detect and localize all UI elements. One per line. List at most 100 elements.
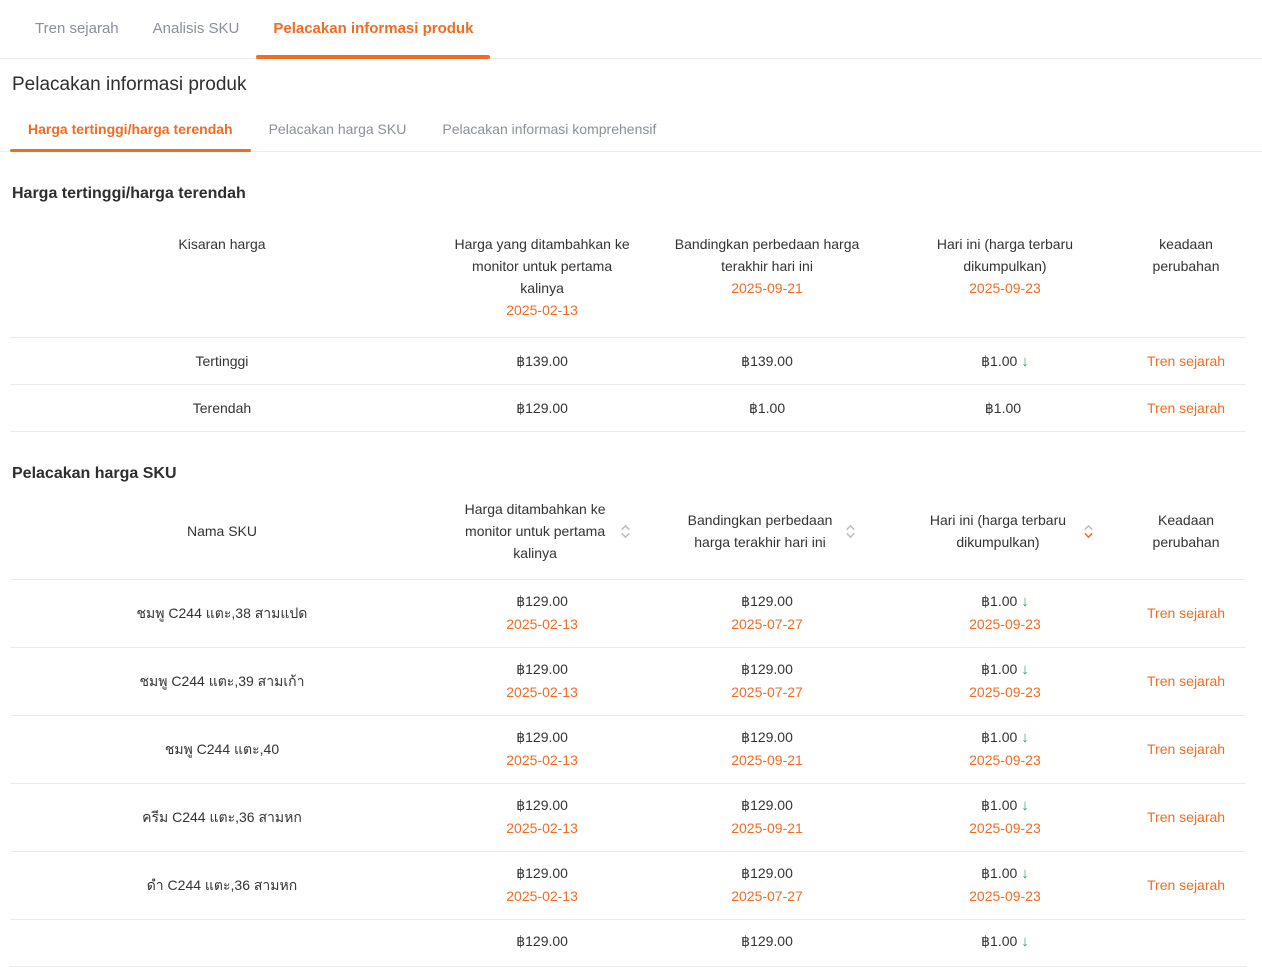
sku-table-row: ชมพู C244 แตะ,40 ฿129.00 2025-02-13 ฿129… <box>10 715 1246 784</box>
compare-price-cell: ฿129.00 2025-07-27 <box>650 647 884 716</box>
table-row-tertinggi: Tertinggi ฿139.00 ฿139.00 ฿1.00 ↓ Tren se… <box>10 337 1246 385</box>
first-price-cell: ฿129.00 2025-02-13 <box>433 783 651 852</box>
col-harga-pertama: Harga yang ditambahkan ke monitor untuk … <box>433 203 651 338</box>
compare-price: ฿129.00 <box>741 865 793 881</box>
tren-sejarah-link[interactable]: Tren sejarah <box>1147 672 1226 689</box>
tren-sejarah-link[interactable]: Tren sejarah <box>1147 353 1226 369</box>
col-bandingkan-perbedaan: Bandingkan perbedaan harga terakhir hari… <box>650 203 884 338</box>
price-down-icon: ↓ <box>1021 593 1029 610</box>
subtab-pelacakan-harga-sku[interactable]: Pelacakan harga SKU <box>268 121 407 137</box>
sku-header-row: Nama SKU Harga ditambahkan ke monitor un… <box>10 483 1246 580</box>
today-price: ฿1.00 <box>981 865 1018 881</box>
sku-name: ดำ C244 แตะ,36 สามหก <box>10 851 434 920</box>
first-date: 2025-02-13 <box>506 616 578 632</box>
sku-price-table: Nama SKU Harga ditambahkan ke monitor un… <box>10 483 1246 967</box>
tren-sejarah-link[interactable]: Tren sejarah <box>1147 808 1226 825</box>
top-tab-bar: Tren sejarah Analisis SKU Pelacakan info… <box>0 0 1262 59</box>
sort-toggle-icon[interactable] <box>621 524 630 539</box>
col-bandingkan-perbedaan: Bandingkan perbedaan harga terakhir hari… <box>650 483 884 580</box>
today-date: 2025-09-23 <box>969 820 1041 836</box>
today-price-cell: ฿1.00 ↓ 2025-09-23 <box>883 715 1127 784</box>
col-keadaan-perubahan: Keadaan perubahan <box>1126 483 1246 580</box>
sort-toggle-icon-descending-active[interactable] <box>1084 524 1093 539</box>
page-title: Pelacakan informasi produk <box>12 74 247 95</box>
sku-table-row: ชมพู C244 แตะ,39 สามเก้า ฿129.00 2025-02… <box>10 647 1246 716</box>
sku-name: ชมพู C244 แตะ,40 <box>10 715 434 784</box>
compare-price-cell: ฿129.00 2025-09-21 <box>650 715 884 784</box>
sku-table-row: ฿129.00 ฿129.00 ฿1.00 ↓ <box>10 919 1246 967</box>
table-row-terendah: Terendah ฿129.00 ฿1.00 ฿1.00 Tren sejara… <box>10 384 1246 432</box>
compare-price: ฿139.00 <box>650 337 884 385</box>
price-down-icon: ↓ <box>1021 729 1029 746</box>
first-price: ฿129.00 <box>516 661 568 677</box>
first-price-cell: ฿129.00 2025-02-13 <box>433 579 651 648</box>
tren-sejarah-link[interactable]: Tren sejarah <box>1147 400 1226 416</box>
price-down-icon: ↓ <box>1021 933 1029 950</box>
compare-price-cell: ฿129.00 2025-07-27 <box>650 579 884 648</box>
first-price: ฿139.00 <box>433 337 651 385</box>
compare-price: ฿129.00 <box>741 661 793 677</box>
compare-date: 2025-07-27 <box>731 888 803 904</box>
first-price-cell: ฿129.00 2025-02-13 <box>433 647 651 716</box>
tren-sejarah-link[interactable]: Tren sejarah <box>1147 876 1226 893</box>
compare-price: ฿129.00 <box>741 593 793 609</box>
today-price-cell: ฿1.00 ↓ <box>883 337 1127 385</box>
today-price: ฿1.00 <box>981 933 1018 949</box>
col-keadaan-perubahan: keadaan perubahan <box>1126 203 1246 338</box>
col-hari-ini: Hari ini (harga terbaru dikumpulkan) <box>883 483 1127 580</box>
today-date: 2025-09-23 <box>969 684 1041 700</box>
tab-analisis-sku[interactable]: Analisis SKU <box>152 20 240 37</box>
today-date: 2025-09-23 <box>969 616 1041 632</box>
price-range-header-row: Kisaran harga Harga yang ditambahkan ke … <box>10 203 1246 338</box>
today-date: 2025-09-23 <box>969 888 1041 904</box>
subtab-harga-tertinggi-terendah[interactable]: Harga tertinggi/harga terendah <box>10 108 251 152</box>
today-price: ฿1.00 <box>981 352 1018 369</box>
first-price: ฿129.00 <box>516 797 568 813</box>
tren-sejarah-link[interactable]: Tren sejarah <box>1147 740 1226 757</box>
compare-price: ฿129.00 <box>741 729 793 745</box>
compare-price-cell: ฿129.00 2025-07-27 <box>650 851 884 920</box>
today-date: 2025-09-23 <box>969 752 1041 768</box>
compare-price: ฿129.00 <box>741 933 793 949</box>
compare-date: 2025-09-21 <box>731 820 803 836</box>
col-kisaran-harga: Kisaran harga <box>10 203 434 338</box>
sku-name: ชมพู C244 แตะ,39 สามเก้า <box>10 647 434 716</box>
first-price-cell: ฿129.00 <box>433 919 651 967</box>
today-price-cell: ฿1.00 ↓ 2025-09-23 <box>883 647 1127 716</box>
today-price: ฿1.00 <box>981 661 1018 677</box>
today-price-cell: ฿1.00 ↓ <box>883 919 1127 967</box>
price-down-icon: ↓ <box>1021 352 1029 370</box>
first-price-cell: ฿129.00 2025-02-13 <box>433 851 651 920</box>
first-date: 2025-02-13 <box>506 888 578 904</box>
today-date: 2025-09-23 <box>969 280 1041 296</box>
sku-name: ชมพู C244 แตะ,38 สามแปด <box>10 579 434 648</box>
today-price: ฿1.00 <box>981 593 1018 609</box>
col-nama-sku: Nama SKU <box>10 483 434 580</box>
sub-tab-bar: Harga tertinggi/harga terendah Pelacakan… <box>0 108 1262 152</box>
first-price: ฿129.00 <box>516 865 568 881</box>
compare-date: 2025-09-21 <box>731 752 803 768</box>
compare-price: ฿129.00 <box>741 797 793 813</box>
compare-price-cell: ฿129.00 <box>650 919 884 967</box>
sku-name: ครีม C244 แตะ,36 สามหก <box>10 783 434 852</box>
tab-pelacakan-informasi-produk[interactable]: Pelacakan informasi produk <box>256 0 491 59</box>
compare-date: 2025-07-27 <box>731 684 803 700</box>
price-down-icon: ↓ <box>1021 797 1029 814</box>
first-price: ฿129.00 <box>516 729 568 745</box>
compare-price: ฿1.00 <box>650 384 884 432</box>
sort-toggle-icon[interactable] <box>846 524 855 539</box>
first-price-cell: ฿129.00 2025-02-13 <box>433 715 651 784</box>
tab-tren-sejarah[interactable]: Tren sejarah <box>35 20 119 37</box>
sku-table-row: ชมพู C244 แตะ,38 สามแปด ฿129.00 2025-02-… <box>10 579 1246 648</box>
row-label: Tertinggi <box>10 337 434 385</box>
col-harga-pertama: Harga ditambahkan ke monitor untuk perta… <box>433 483 651 580</box>
sku-section-title: Pelacakan harga SKU <box>12 465 177 482</box>
first-date: 2025-02-13 <box>506 820 578 836</box>
compare-price-cell: ฿129.00 2025-09-21 <box>650 783 884 852</box>
first-date: 2025-02-13 <box>506 752 578 768</box>
first-date: 2025-02-13 <box>506 684 578 700</box>
today-price-cell: ฿1.00 ↓ 2025-09-23 <box>883 851 1127 920</box>
sku-name <box>10 919 434 967</box>
subtab-pelacakan-informasi-komprehensif[interactable]: Pelacakan informasi komprehensif <box>442 121 657 137</box>
tren-sejarah-link[interactable]: Tren sejarah <box>1147 604 1226 621</box>
